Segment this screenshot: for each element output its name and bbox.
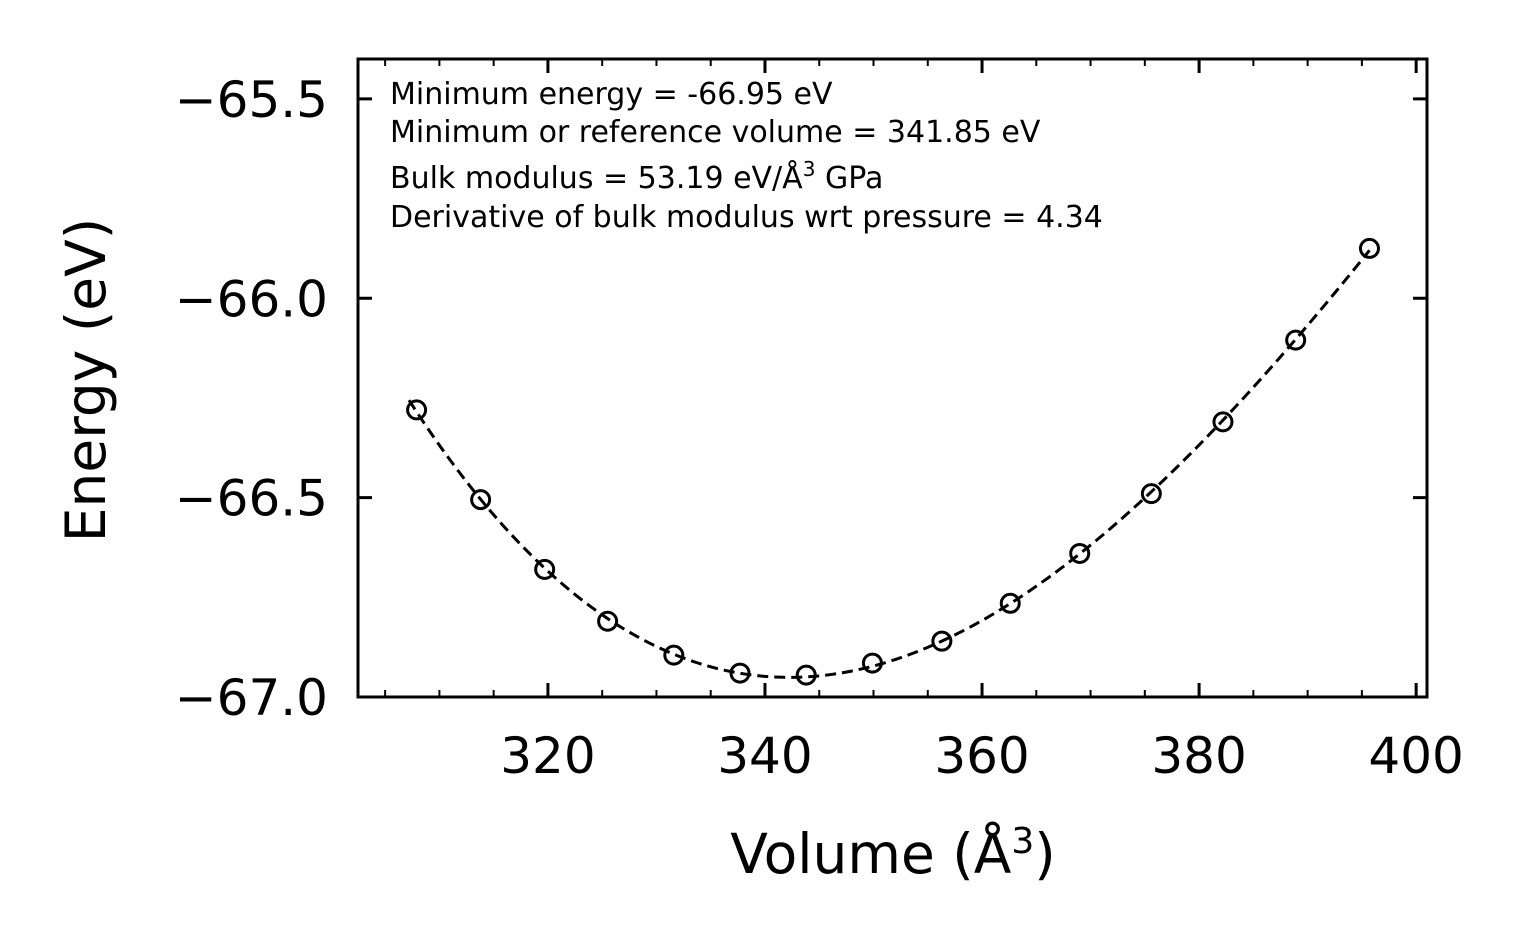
data-point <box>1358 237 1380 259</box>
data-point <box>1285 329 1307 351</box>
data-point <box>729 662 751 684</box>
fit-curve <box>407 249 1371 679</box>
x-tick-label: 400 <box>1368 727 1463 785</box>
data-point <box>1069 542 1091 564</box>
axis-ticks <box>358 59 1427 699</box>
data-point <box>795 664 817 686</box>
x-tick-label: 320 <box>500 727 595 785</box>
y-tick-labels: −67.0 −66.5 −66.0 −65.5 <box>175 71 328 727</box>
y-tick-label: −66.0 <box>175 270 328 328</box>
data-point <box>534 558 556 580</box>
x-tick-labels: 320 340 360 380 400 <box>500 727 1464 785</box>
data-point <box>1140 483 1162 505</box>
x-axis-label: Volume (Å3) <box>730 821 1056 887</box>
y-tick-label: −67.0 <box>175 669 328 727</box>
annotation-bulk-modulus: Bulk modulus = 53.19 eV/Å3 GPa <box>390 157 883 196</box>
data-point <box>663 644 685 666</box>
data-point <box>406 399 428 421</box>
plot-frame <box>356 57 1429 699</box>
plot-area <box>356 57 1429 699</box>
data-point <box>931 630 953 652</box>
y-axis-label: Energy (eV) <box>54 218 118 542</box>
x-tick-label: 360 <box>934 727 1029 785</box>
data-point <box>861 652 883 674</box>
x-tick-label: 340 <box>717 727 812 785</box>
y-tick-label: −65.5 <box>175 71 328 129</box>
data-point <box>1212 411 1234 433</box>
data-point <box>470 489 492 511</box>
fit-annotations: Minimum energy = -66.95 eV Minimum or re… <box>390 77 1103 235</box>
y-tick-label: −66.5 <box>175 470 328 528</box>
annotation-bulk-modulus-derivative: Derivative of bulk modulus wrt pressure … <box>390 200 1103 235</box>
x-tick-label: 380 <box>1151 727 1246 785</box>
data-point <box>999 592 1021 614</box>
annotation-min-volume: Minimum or reference volume = 341.85 eV <box>390 115 1041 150</box>
annotation-min-energy: Minimum energy = -66.95 eV <box>390 77 833 112</box>
data-point <box>597 610 619 632</box>
